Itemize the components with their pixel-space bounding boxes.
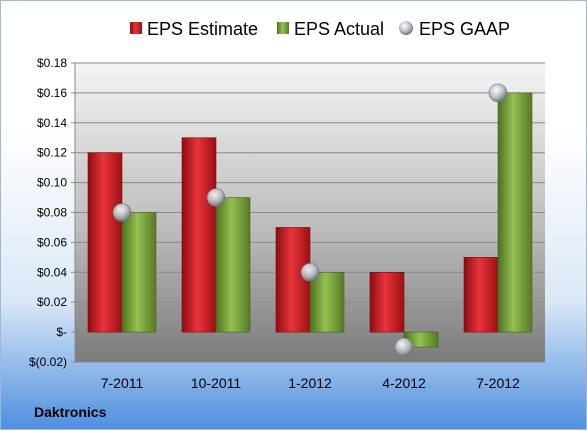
- eps-actual-bar: [309, 271, 345, 333]
- y-tick-label: $0.16: [37, 86, 67, 100]
- legend-label-gaap: EPS GAAP: [419, 19, 510, 39]
- eps-gaap-marker: [488, 83, 508, 103]
- x-tick-label: 4-2012: [382, 375, 426, 391]
- y-tick-label: $-: [56, 325, 67, 339]
- legend: EPS Estimate EPS Actual EPS GAAP: [130, 19, 510, 39]
- x-tick-label: 1-2012: [288, 375, 332, 391]
- legend-swatch-estimate: [130, 22, 142, 34]
- legend-label-estimate: EPS Estimate: [147, 19, 258, 39]
- legend-item-actual: EPS Actual: [277, 19, 384, 39]
- legend-swatch-actual: [277, 22, 289, 34]
- x-tick-label: 10-2011: [191, 375, 242, 391]
- y-tick-label: $0.12: [37, 146, 67, 160]
- eps-gaap-marker: [394, 337, 414, 357]
- y-tick-label: $0.02: [37, 295, 67, 309]
- legend-swatch-gaap: [399, 21, 413, 35]
- legend-item-gaap: EPS GAAP: [399, 19, 510, 39]
- x-axis: 7-2011 10-2011 1-2012 4-2012 7-2012: [101, 375, 520, 391]
- x-tick-label: 7-2011: [101, 375, 144, 391]
- eps-actual-bar: [121, 212, 157, 333]
- y-tick-label: $0.14: [37, 116, 67, 130]
- eps-estimate-bar: [369, 271, 405, 333]
- eps-estimate-bar: [463, 257, 499, 333]
- eps-actual-bar: [215, 197, 251, 333]
- y-tick-label: $0.18: [37, 56, 67, 70]
- eps-estimate-bar: [181, 137, 217, 333]
- bars: [87, 92, 533, 348]
- gaap-markers: [112, 83, 508, 357]
- y-tick-label: $0.04: [37, 265, 67, 279]
- legend-label-actual: EPS Actual: [294, 19, 384, 39]
- company-name: Daktronics: [34, 404, 107, 420]
- eps-gaap-marker: [300, 262, 320, 282]
- legend-item-estimate: EPS Estimate: [130, 19, 258, 39]
- y-tick-label: $(0.02): [29, 355, 67, 369]
- x-tick-label: 7-2012: [476, 375, 520, 391]
- eps-estimate-bar: [87, 152, 123, 333]
- eps-actual-bar: [497, 92, 533, 333]
- y-tick-label: $0.06: [37, 235, 67, 249]
- eps-gaap-marker: [112, 203, 132, 222]
- y-axis: $(0.02) $- $0.02 $0.04 $0.06 $0.08 $0.10 $0.12 $…: [29, 56, 76, 369]
- eps-gaap-marker: [206, 188, 226, 207]
- y-tick-label: $0.08: [37, 206, 67, 220]
- y-tick-label: $0.10: [37, 176, 67, 190]
